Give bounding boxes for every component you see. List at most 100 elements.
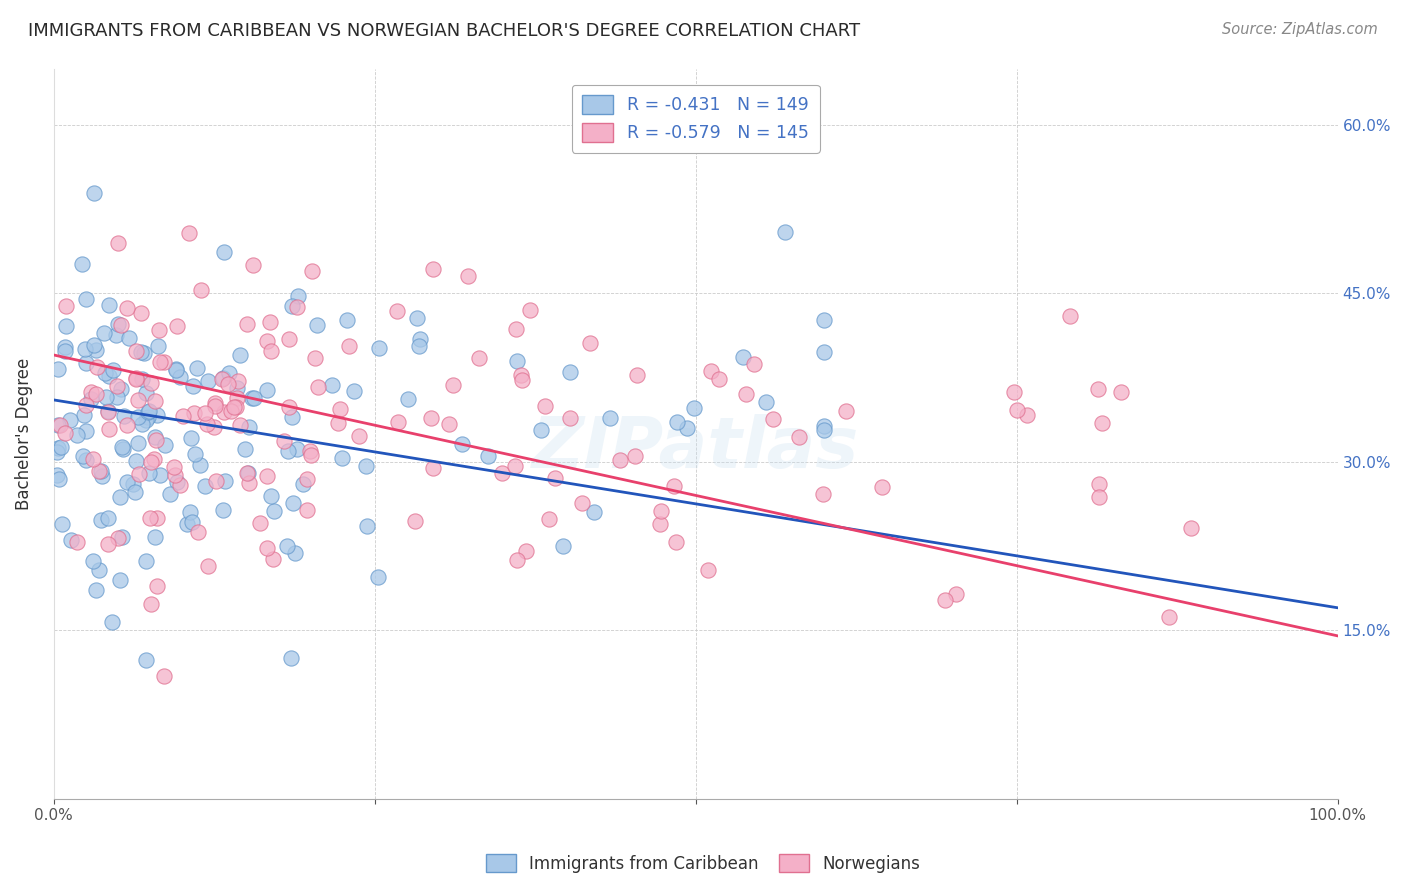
Point [84, 386, 107, 401]
Point [226, 392, 249, 406]
Point [108, 490, 131, 504]
Point [221, 404, 243, 418]
Point [789, 430, 811, 444]
Point [330, 451, 353, 466]
Point [405, 311, 427, 326]
Point [117, 301, 139, 316]
Point [666, 416, 689, 430]
Point [762, 412, 785, 426]
Point [49, 441, 72, 455]
Point [700, 364, 723, 378]
Point [124, 453, 146, 467]
Point [256, 541, 278, 555]
Point [93, 367, 115, 381]
Point [183, 379, 205, 393]
Point [97, 403, 120, 417]
Point [420, 410, 443, 425]
Point [249, 516, 271, 530]
Point [53, 344, 76, 359]
Point [46, 445, 69, 459]
Point [422, 261, 444, 276]
Point [1087, 382, 1109, 396]
Point [529, 423, 551, 437]
Point [217, 377, 239, 392]
Point [519, 303, 541, 318]
Point [404, 514, 426, 528]
Point [626, 368, 648, 382]
Point [491, 466, 513, 480]
Point [696, 563, 718, 577]
Point [347, 428, 370, 442]
Point [75, 292, 97, 306]
Point [775, 225, 797, 239]
Point [934, 592, 956, 607]
Point [648, 516, 671, 531]
Point [51, 517, 73, 532]
Point [197, 558, 219, 573]
Point [114, 409, 136, 423]
Point [204, 399, 226, 413]
Point [127, 435, 149, 450]
Point [135, 413, 157, 427]
Point [510, 373, 533, 387]
Point [96, 390, 118, 404]
Point [256, 468, 278, 483]
Point [118, 331, 141, 345]
Point [457, 268, 479, 283]
Point [437, 417, 460, 432]
Point [187, 525, 209, 540]
Point [49, 417, 72, 432]
Point [205, 474, 228, 488]
Point [835, 404, 858, 418]
Point [515, 544, 537, 558]
Point [707, 372, 730, 386]
Text: Source: ZipAtlas.com: Source: ZipAtlas.com [1222, 22, 1378, 37]
Point [1180, 521, 1202, 535]
Point [225, 401, 247, 415]
Point [228, 375, 250, 389]
Point [138, 405, 160, 419]
Point [242, 391, 264, 405]
Legend: Immigrants from Caribbean, Norwegians: Immigrants from Caribbean, Norwegians [479, 847, 927, 880]
Point [256, 384, 278, 398]
Point [75, 342, 97, 356]
Point [138, 466, 160, 480]
Point [86, 359, 108, 374]
Point [292, 477, 315, 491]
Point [665, 534, 688, 549]
Point [305, 318, 328, 332]
Point [143, 394, 166, 409]
Point [65, 428, 87, 442]
Point [336, 313, 359, 327]
Point [75, 452, 97, 467]
Point [256, 334, 278, 349]
Point [104, 328, 127, 343]
Point [813, 312, 835, 326]
Point [945, 586, 967, 600]
Point [277, 443, 299, 458]
Point [149, 468, 172, 483]
Point [180, 431, 202, 445]
Point [115, 475, 138, 489]
Point [46, 468, 69, 483]
Point [131, 417, 153, 431]
Point [55, 299, 77, 313]
Point [66, 535, 89, 549]
Point [212, 405, 235, 419]
Point [46, 442, 69, 456]
Point [218, 366, 240, 380]
Point [505, 322, 527, 336]
Point [285, 442, 308, 456]
Point [110, 318, 132, 333]
Point [385, 304, 408, 318]
Point [1005, 403, 1028, 417]
Point [146, 338, 169, 352]
Point [662, 478, 685, 492]
Point [409, 332, 432, 346]
Point [321, 377, 343, 392]
Point [233, 442, 256, 456]
Point [242, 258, 264, 272]
Point [813, 418, 835, 433]
Point [211, 502, 233, 516]
Point [184, 447, 207, 461]
